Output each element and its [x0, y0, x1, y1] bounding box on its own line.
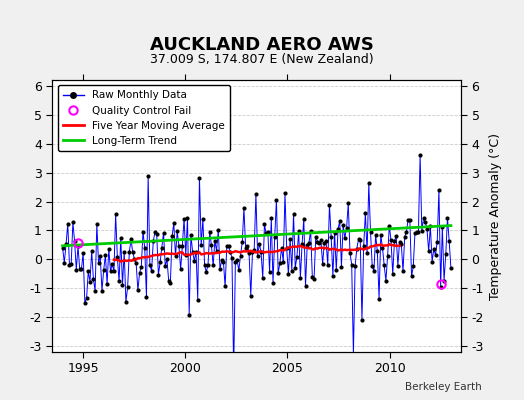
Text: 37.009 S, 174.807 E (New Zealand): 37.009 S, 174.807 E (New Zealand) [150, 53, 374, 66]
Y-axis label: Temperature Anomaly (°C): Temperature Anomaly (°C) [489, 132, 503, 300]
Legend: Raw Monthly Data, Quality Control Fail, Five Year Moving Average, Long-Term Tren: Raw Monthly Data, Quality Control Fail, … [58, 85, 230, 151]
Text: Berkeley Earth: Berkeley Earth [406, 382, 482, 392]
Text: AUCKLAND AERO AWS: AUCKLAND AERO AWS [150, 36, 374, 54]
